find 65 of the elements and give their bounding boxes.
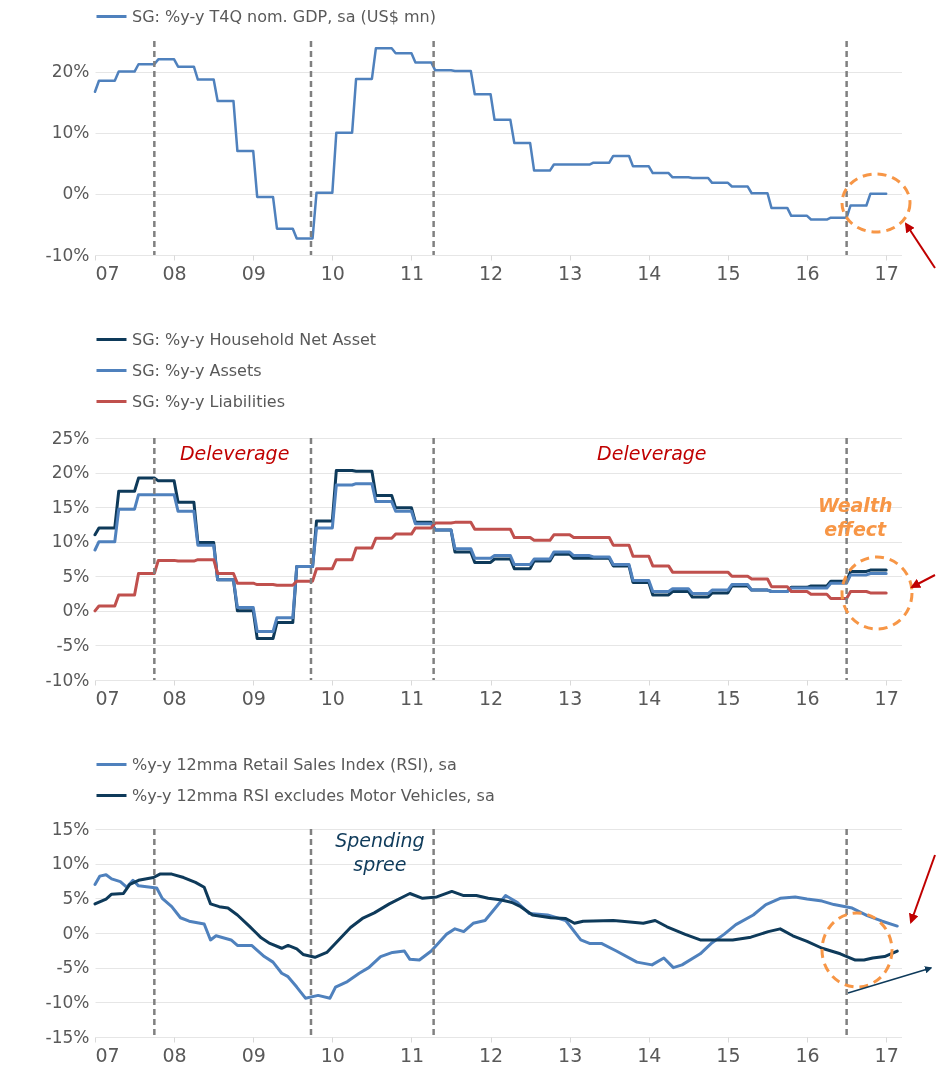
y-tick-label: -10% <box>45 669 90 690</box>
x-tick-label: 15 <box>716 261 741 284</box>
x-tick-label: 12 <box>478 261 504 284</box>
x-tick-label: 10 <box>320 1043 345 1066</box>
x-tick-label: 10 <box>320 686 345 709</box>
x-tick-label: 09 <box>241 261 266 284</box>
y-tick-label: 0% <box>62 600 90 621</box>
x-tick-label: 14 <box>637 261 662 284</box>
legend-label: SG: %y-y Assets <box>132 360 262 380</box>
x-tick-label: 09 <box>241 1043 266 1066</box>
x-tick-label: 17 <box>874 261 899 284</box>
x-tick-label: 14 <box>637 686 662 709</box>
x-tick-label: 15 <box>716 686 741 709</box>
x-tick-label: 14 <box>637 1043 662 1066</box>
legend-label: SG: %y-y Household Net Asset <box>132 329 377 349</box>
x-tick-label: 09 <box>241 686 266 709</box>
annotation: Wealth effect <box>817 493 893 540</box>
y-tick-label: -5% <box>56 957 90 978</box>
y-tick-label: 15% <box>51 818 90 839</box>
y-tick-label: 10% <box>51 853 90 874</box>
y-tick-label: 20% <box>51 61 90 82</box>
legend-label: SG: %y-y Liabilities <box>132 391 286 411</box>
y-tick-label: 10% <box>51 122 90 143</box>
x-tick-label: 15 <box>716 1043 741 1066</box>
legend-label: %y-y 12mma RSI excludes Motor Vehicles, sa <box>132 785 495 805</box>
x-tick-label: 13 <box>558 1043 583 1066</box>
x-tick-label: 16 <box>795 1043 820 1066</box>
y-tick-label: 5% <box>62 887 90 908</box>
x-tick-label: 07 <box>95 261 120 284</box>
x-tick-label: 16 <box>795 686 820 709</box>
line-series <box>93 47 888 240</box>
x-tick-label: 16 <box>795 261 820 284</box>
y-tick-label: 0% <box>62 922 90 943</box>
y-tick-label: 0% <box>62 183 90 204</box>
x-tick-label: 08 <box>162 686 187 709</box>
line-series <box>93 873 899 1000</box>
x-tick-label: 08 <box>162 1043 187 1066</box>
line-series <box>93 520 888 613</box>
y-tick-label: -10% <box>45 244 90 265</box>
y-tick-label: 10% <box>51 531 90 552</box>
x-tick-label: 17 <box>874 686 899 709</box>
y-tick-label: 20% <box>51 462 90 483</box>
x-tick-label: 12 <box>478 686 504 709</box>
annotation: Deleverage <box>597 441 707 464</box>
x-tick-label: 11 <box>399 1043 425 1066</box>
x-tick-label: 13 <box>558 261 583 284</box>
y-tick-label: 25% <box>51 427 90 448</box>
y-tick-label: -15% <box>45 1026 90 1047</box>
x-tick-label: 17 <box>874 1043 899 1066</box>
legend-label: %y-y 12mma Retail Sales Index (RSI), sa <box>132 754 457 774</box>
y-tick-label: 5% <box>62 565 90 586</box>
x-tick-label: 10 <box>320 261 345 284</box>
x-tick-label: 08 <box>162 261 187 284</box>
x-tick-label: 12 <box>478 1043 504 1066</box>
y-tick-label: -5% <box>56 634 90 655</box>
legend-label: SG: %y-y T4Q nom. GDP, sa (US$ mn) <box>132 6 436 26</box>
annotation: Spending spree <box>335 829 425 876</box>
x-tick-label: 07 <box>95 1043 120 1066</box>
x-tick-label: 13 <box>558 686 583 709</box>
annotation: Deleverage <box>179 441 290 464</box>
x-tick-label: 07 <box>95 686 120 709</box>
x-tick-label: 11 <box>399 261 425 284</box>
x-tick-label: 11 <box>399 686 425 709</box>
y-tick-label: -10% <box>45 991 90 1012</box>
y-tick-label: 15% <box>51 496 90 517</box>
